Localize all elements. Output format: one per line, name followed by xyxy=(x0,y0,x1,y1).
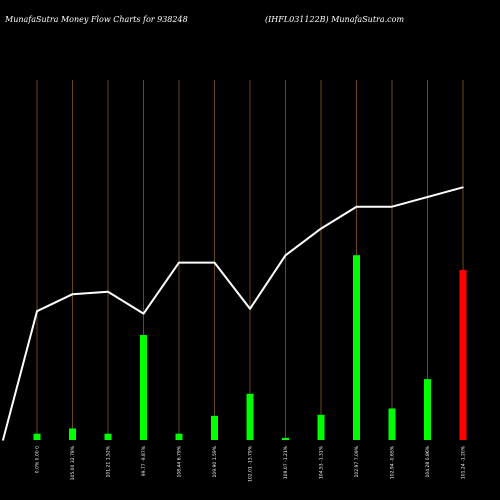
bar xyxy=(246,393,254,440)
x-tick-label: 109.07 -1.21% xyxy=(283,445,289,479)
x-tick-label: 104.28 0.86% xyxy=(425,445,431,477)
x-tick-label: 99.77 -9.87% xyxy=(141,445,147,476)
line-point xyxy=(249,307,251,310)
bar xyxy=(388,408,396,440)
bar xyxy=(317,414,325,440)
line-point xyxy=(462,186,464,189)
bar xyxy=(104,433,112,440)
bar xyxy=(282,437,289,440)
bar xyxy=(175,433,183,440)
bar xyxy=(69,428,76,440)
x-tick-label: 104.53 -1.31% xyxy=(319,445,325,479)
x-tick-label: 101.21 1.52% xyxy=(106,445,112,477)
chart-title: MunafaSutra Money Flow Charts for 938248 xyxy=(5,15,188,24)
line-point xyxy=(36,310,38,313)
line-point xyxy=(142,312,145,315)
line-series xyxy=(2,186,464,441)
line-point xyxy=(178,261,180,264)
line-point xyxy=(213,261,216,264)
line-point xyxy=(71,293,74,296)
x-tick-label: 102.97 7.09% xyxy=(354,445,360,477)
x-tick-label: 101.24 -1.20% xyxy=(461,445,467,479)
bar xyxy=(459,269,467,440)
chart-right-title: (IHFL031122B) MunafaSutra.com xyxy=(265,15,405,24)
bar xyxy=(424,379,431,440)
x-tick-label: 0.0% 0.00 0 xyxy=(35,446,41,473)
line-point xyxy=(2,439,4,441)
x-tick-label: 108.44 6.79% xyxy=(177,445,183,477)
bar xyxy=(140,335,147,440)
bar xyxy=(353,255,360,440)
x-tick-label: 109.90 1.59% xyxy=(212,445,218,477)
bar xyxy=(33,433,41,440)
line-point xyxy=(320,227,322,230)
x-tick-label: 102.94 -0.65% xyxy=(390,445,396,479)
line-point xyxy=(355,205,358,208)
x-tick-label: 102.01 -13.79% xyxy=(248,445,254,482)
x-tick-label: 105.00 32.78% xyxy=(70,445,76,480)
line-point xyxy=(391,205,393,208)
bar xyxy=(211,415,218,440)
line-point xyxy=(284,254,287,257)
line-point xyxy=(107,290,109,293)
